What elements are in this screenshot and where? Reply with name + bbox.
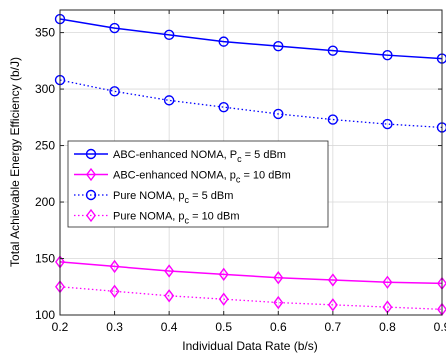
axis-ticks — [59, 10, 443, 316]
y-tick-label: 250 — [35, 139, 55, 153]
x-tick-label: 0.7 — [325, 320, 342, 334]
legend-label-3: Pure NOMA, pc = 5 dBm — [113, 190, 233, 205]
legend-label-subscript: c — [185, 216, 190, 226]
x-tick-label: 0.2 — [52, 320, 69, 334]
legend-label-main: ABC-enhanced NOMA, p — [113, 170, 236, 182]
plot-frame — [59, 9, 443, 316]
series-1-point — [327, 45, 339, 56]
series-2-point — [109, 259, 120, 274]
series-1-point — [109, 22, 120, 34]
legend-label-tail: = 10 dBm — [240, 170, 290, 182]
series-4-point — [109, 284, 120, 298]
x-tick-label: 0.3 — [106, 320, 123, 334]
series-1-point — [273, 40, 284, 52]
legend-label-tail: = 5 dBm — [242, 149, 286, 161]
legend-label-4: Pure NOMA, pc = 10 dBm — [113, 211, 239, 226]
series-4-point — [273, 295, 284, 310]
legend-box — [67, 140, 329, 228]
x-tick-label: 0.9 — [434, 320, 446, 334]
legend-label-tail: = 10 dBm — [189, 211, 239, 223]
legend-label-subscript: c — [237, 154, 242, 164]
legend-label-2: ABC-enhanced NOMA, pc = 10 dBm — [113, 170, 291, 185]
x-tick-label: 0.8 — [379, 320, 396, 334]
series-3-point — [218, 101, 229, 113]
legend-label-tail: = 5 dBm — [189, 190, 233, 202]
series-4-point — [218, 292, 229, 306]
legend-label-main: ABC-enhanced NOMA, P — [113, 149, 237, 161]
series-3-point — [163, 95, 175, 106]
y-tick-label: 200 — [35, 195, 55, 209]
series-2-point — [164, 264, 175, 278]
y-tick-label: 300 — [35, 82, 55, 96]
x-tick-label: 0.4 — [161, 320, 178, 334]
x-axis-title: Individual Data Rate (b/s) — [182, 339, 317, 353]
legend-marker-2 — [86, 167, 96, 182]
series-lines — [59, 18, 443, 311]
series-2-point — [327, 273, 338, 287]
legend-label-subscript: c — [236, 175, 241, 185]
legend: ABC-enhanced NOMA, Pc = 5 dBmABC-enhance… — [67, 140, 329, 228]
series-2-point — [218, 267, 229, 282]
x-tick-label: 0.5 — [215, 320, 232, 334]
series-line-1 — [59, 18, 443, 60]
series-2-point — [382, 275, 393, 289]
legend-label-1: ABC-enhanced NOMA, Pc = 5 dBm — [113, 149, 286, 164]
tick-labels: 0.2 0.3 0.4 0.5 0.6 0.7 0.8 0.9 100 150 200 250 300 3… — [35, 26, 446, 334]
series-line-2 — [59, 261, 443, 285]
series-2-point — [273, 271, 284, 285]
y-tick-label: 350 — [35, 26, 55, 40]
y-tick-label: 150 — [35, 252, 55, 266]
legend-label-main: Pure NOMA, p — [113, 190, 185, 202]
series-3-point — [327, 114, 339, 125]
series-line-3 — [59, 79, 443, 129]
y-tick-label: 100 — [35, 308, 55, 322]
series-1-point — [163, 29, 175, 41]
series-4-point — [164, 289, 175, 303]
series-1-point — [382, 49, 393, 61]
series-3-point — [382, 118, 393, 130]
series-3-point — [109, 86, 120, 97]
series-3-point — [273, 108, 284, 120]
y-axis-title: Total Achievable Energy Efficiency (b/J) — [8, 57, 22, 267]
legend-marker-4 — [86, 208, 96, 223]
legend-marker-3 — [85, 189, 97, 201]
x-tick-label: 0.6 — [270, 320, 287, 334]
legend-marker-1 — [85, 148, 97, 160]
series-1-point — [218, 36, 229, 47]
legend-label-main: Pure NOMA, p — [113, 211, 185, 223]
series-4-point — [327, 298, 338, 312]
legend-label-subscript: c — [185, 195, 190, 205]
